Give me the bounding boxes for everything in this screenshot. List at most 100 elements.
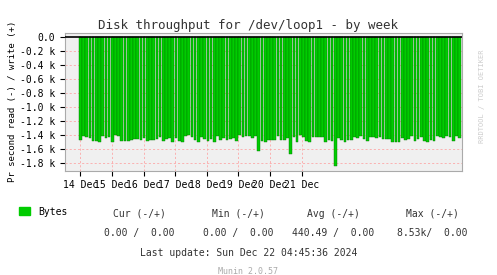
Bar: [404, 37, 407, 140]
Text: Cur (-/+): Cur (-/+): [113, 209, 166, 219]
Bar: [411, 37, 413, 136]
Bar: [117, 37, 120, 136]
Bar: [111, 37, 114, 142]
Bar: [136, 37, 139, 139]
Bar: [88, 37, 91, 138]
Bar: [245, 37, 248, 136]
Bar: [98, 37, 101, 142]
Bar: [423, 37, 426, 141]
Bar: [95, 37, 98, 141]
Bar: [223, 37, 225, 138]
Bar: [337, 37, 340, 138]
Text: 0.00 /  0.00: 0.00 / 0.00: [104, 228, 174, 238]
Bar: [232, 37, 235, 138]
Bar: [254, 37, 257, 136]
Bar: [442, 37, 445, 138]
Bar: [165, 37, 168, 139]
Bar: [226, 37, 228, 140]
Bar: [79, 37, 82, 140]
Text: Disk throughput for /dev/loop1 - by week: Disk throughput for /dev/loop1 - by week: [98, 19, 399, 32]
Bar: [273, 37, 276, 140]
Bar: [197, 37, 200, 142]
Bar: [318, 37, 321, 137]
Bar: [366, 37, 368, 141]
Bar: [242, 37, 244, 137]
Bar: [239, 37, 241, 136]
Bar: [140, 37, 142, 140]
Bar: [127, 37, 130, 141]
Bar: [153, 37, 155, 140]
Bar: [426, 37, 429, 142]
Bar: [325, 37, 327, 142]
Bar: [171, 37, 174, 142]
Bar: [309, 37, 311, 142]
Text: Munin 2.0.57: Munin 2.0.57: [219, 267, 278, 275]
Bar: [455, 37, 458, 136]
Text: Last update: Sun Dec 22 04:45:36 2024: Last update: Sun Dec 22 04:45:36 2024: [140, 248, 357, 257]
Y-axis label: Pr second read (-) / write (+): Pr second read (-) / write (+): [8, 21, 17, 182]
Bar: [449, 37, 451, 137]
Bar: [85, 37, 88, 137]
Bar: [257, 37, 260, 151]
Bar: [213, 37, 216, 142]
Text: RRDTOOL / TOBI OETIKER: RRDTOOL / TOBI OETIKER: [479, 50, 485, 143]
Bar: [391, 37, 394, 142]
Bar: [395, 37, 397, 142]
Bar: [280, 37, 282, 140]
Bar: [293, 37, 295, 137]
Bar: [187, 37, 190, 136]
Bar: [429, 37, 432, 140]
Bar: [286, 37, 289, 139]
Bar: [302, 37, 305, 137]
Bar: [210, 37, 212, 139]
Bar: [143, 37, 146, 138]
Bar: [321, 37, 324, 137]
Bar: [283, 37, 286, 140]
Bar: [458, 37, 461, 139]
Text: Min (-/+): Min (-/+): [212, 209, 265, 219]
Bar: [251, 37, 254, 138]
Bar: [340, 37, 343, 140]
Bar: [200, 37, 203, 138]
Bar: [104, 37, 107, 138]
Text: Max (-/+): Max (-/+): [406, 209, 459, 219]
Bar: [359, 37, 362, 136]
Bar: [235, 37, 238, 141]
Bar: [312, 37, 314, 137]
Bar: [124, 37, 126, 141]
Bar: [407, 37, 410, 139]
Bar: [299, 37, 302, 135]
Bar: [289, 37, 292, 153]
Bar: [372, 37, 375, 137]
Bar: [101, 37, 104, 136]
Bar: [417, 37, 419, 139]
Bar: [353, 37, 356, 137]
Bar: [356, 37, 359, 138]
Bar: [82, 37, 85, 136]
Text: 440.49 /  0.00: 440.49 / 0.00: [292, 228, 374, 238]
Bar: [350, 37, 352, 140]
Bar: [277, 37, 279, 136]
Bar: [92, 37, 94, 141]
Bar: [194, 37, 196, 140]
Bar: [159, 37, 162, 137]
Bar: [162, 37, 165, 141]
Bar: [436, 37, 439, 136]
Bar: [328, 37, 331, 140]
Bar: [168, 37, 171, 138]
Bar: [181, 37, 184, 142]
Bar: [433, 37, 435, 141]
Bar: [207, 37, 209, 141]
Bar: [420, 37, 422, 137]
Bar: [445, 37, 448, 136]
Bar: [270, 37, 273, 139]
Legend: Bytes: Bytes: [15, 203, 72, 221]
Bar: [315, 37, 318, 137]
Bar: [379, 37, 381, 137]
Bar: [120, 37, 123, 141]
Bar: [334, 37, 336, 166]
Bar: [248, 37, 250, 136]
Bar: [439, 37, 442, 137]
Bar: [229, 37, 232, 139]
Bar: [401, 37, 404, 138]
